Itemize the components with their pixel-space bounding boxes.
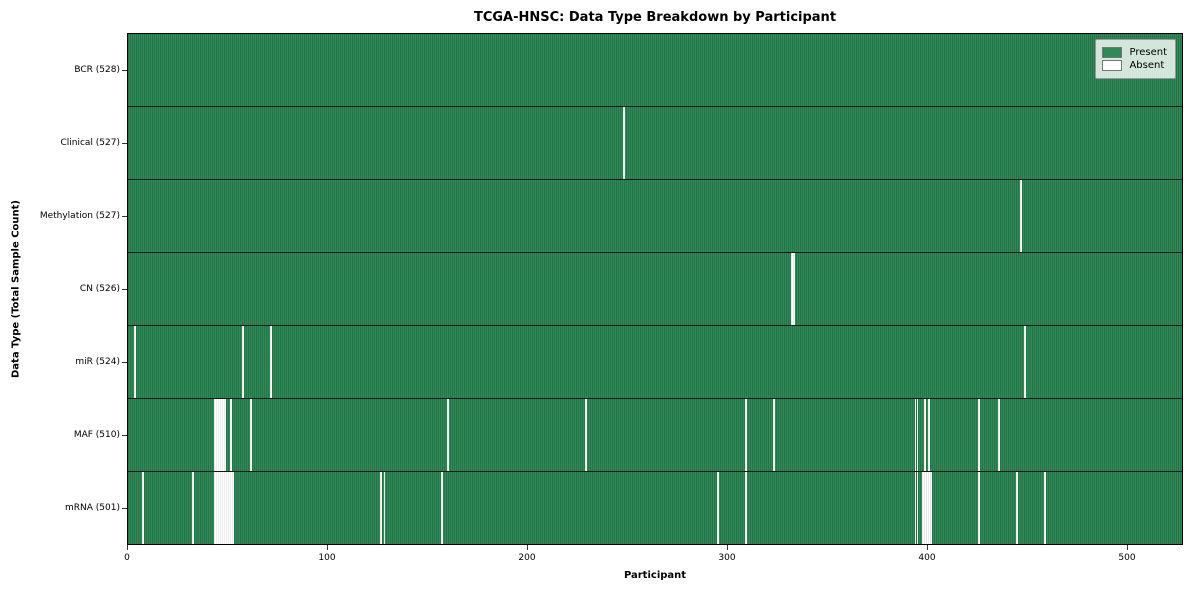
x-tick-label: 200 (518, 553, 536, 563)
absent-bar (924, 399, 927, 471)
y-tick-mark (122, 289, 127, 290)
absent-bar (213, 399, 216, 471)
legend: Present Absent (1095, 39, 1176, 79)
absent-bar (241, 326, 244, 398)
absent-bar (223, 472, 226, 544)
absent-bar (215, 472, 218, 544)
absent-bar (916, 399, 919, 471)
y-tick-label-Methylation: Methylation (527) (39, 210, 120, 221)
heatmap-row-BCR (128, 34, 1182, 107)
absent-bar (914, 472, 917, 544)
y-tick-label-BCR: BCR (528) (74, 64, 120, 75)
absent-bar (772, 399, 775, 471)
absent-bar (998, 399, 1001, 471)
absent-bar (716, 472, 719, 544)
absent-bar (133, 326, 136, 398)
absent-bar (249, 399, 252, 471)
y-tick-label-Clinical: Clinical (527) (60, 137, 120, 148)
absent-bar (922, 472, 925, 544)
legend-item-present: Present (1102, 47, 1167, 58)
absent-bar (1020, 180, 1023, 252)
x-tick-label: 400 (918, 553, 936, 563)
absent-bar (928, 399, 931, 471)
absent-bar (217, 399, 220, 471)
x-axis-label: Participant (623, 570, 687, 581)
absent-bar (1044, 472, 1047, 544)
absent-bar (269, 326, 272, 398)
present-swatch-icon (1102, 47, 1123, 58)
y-tick-mark (122, 142, 127, 144)
legend-label-absent: Absent (1129, 60, 1165, 71)
x-tick-mark (127, 545, 128, 550)
y-tick-mark (122, 362, 127, 364)
absent-bar (219, 472, 222, 544)
absent-bar (930, 472, 933, 544)
absent-bar (744, 472, 747, 544)
absent-bar (219, 399, 222, 471)
x-tick-mark (1127, 545, 1128, 550)
absent-bar (585, 399, 588, 471)
absent-bar (441, 472, 444, 544)
absent-bar (223, 399, 226, 471)
chart-title: TCGA-HNSC: Data Type Breakdown by Partic… (473, 10, 837, 25)
heatmap-row-miR (128, 326, 1182, 399)
absent-bar (924, 472, 927, 544)
heatmap-row-CN (128, 253, 1182, 326)
heatmap-row-Methylation (128, 180, 1182, 253)
absent-swatch-icon (1102, 60, 1123, 71)
absent-bar (926, 472, 929, 544)
heatmap-row-Clinical (128, 107, 1182, 180)
absent-bar (229, 399, 232, 471)
absent-bar (227, 472, 230, 544)
absent-bar (221, 472, 224, 544)
x-tick-label: 300 (718, 553, 736, 563)
absent-bar (379, 472, 382, 544)
y-tick-label-miR: miR (524) (75, 357, 120, 368)
y-tick-mark (122, 215, 127, 217)
absent-bar (792, 253, 795, 325)
legend-label-present: Present (1129, 47, 1167, 58)
absent-bar (191, 472, 194, 544)
y-tick-label-MAF: MAF (510) (73, 430, 120, 441)
absent-bar (213, 472, 216, 544)
absent-bar (447, 399, 450, 471)
x-tick-label: 100 (318, 553, 336, 563)
heatmap-plot-area: Present Absent (127, 33, 1183, 545)
heatmap-row-MAF (128, 399, 1182, 472)
absent-bar (978, 472, 981, 544)
x-tick-label: 500 (1118, 553, 1136, 563)
y-tick-mark (122, 508, 127, 510)
y-tick-label-CN: CN (526) (79, 284, 120, 294)
heatmap-row-mRNA (128, 472, 1182, 544)
x-tick-mark (927, 545, 928, 550)
absent-bar (914, 399, 917, 471)
legend-item-absent: Absent (1102, 60, 1167, 71)
absent-bar (221, 399, 224, 471)
x-tick-label: 0 (124, 553, 130, 563)
absent-bar (231, 472, 234, 544)
absent-bar (229, 472, 232, 544)
absent-bar (790, 253, 793, 325)
absent-bar (215, 399, 218, 471)
x-tick-mark (327, 545, 328, 550)
absent-bar (383, 472, 386, 544)
absent-bar (1016, 472, 1019, 544)
absent-bar (141, 472, 144, 544)
absent-bar (928, 472, 931, 544)
absent-bar (978, 399, 981, 471)
absent-bar (916, 472, 919, 544)
y-tick-label-mRNA: mRNA (501) (65, 503, 120, 514)
absent-bar (217, 472, 220, 544)
absent-bar (623, 107, 626, 179)
absent-bar (225, 472, 228, 544)
x-tick-mark (727, 545, 728, 550)
y-tick-mark (122, 435, 127, 437)
absent-bar (744, 399, 747, 471)
x-tick-mark (527, 545, 528, 550)
absent-bar (1024, 326, 1027, 398)
y-tick-mark (122, 69, 127, 71)
